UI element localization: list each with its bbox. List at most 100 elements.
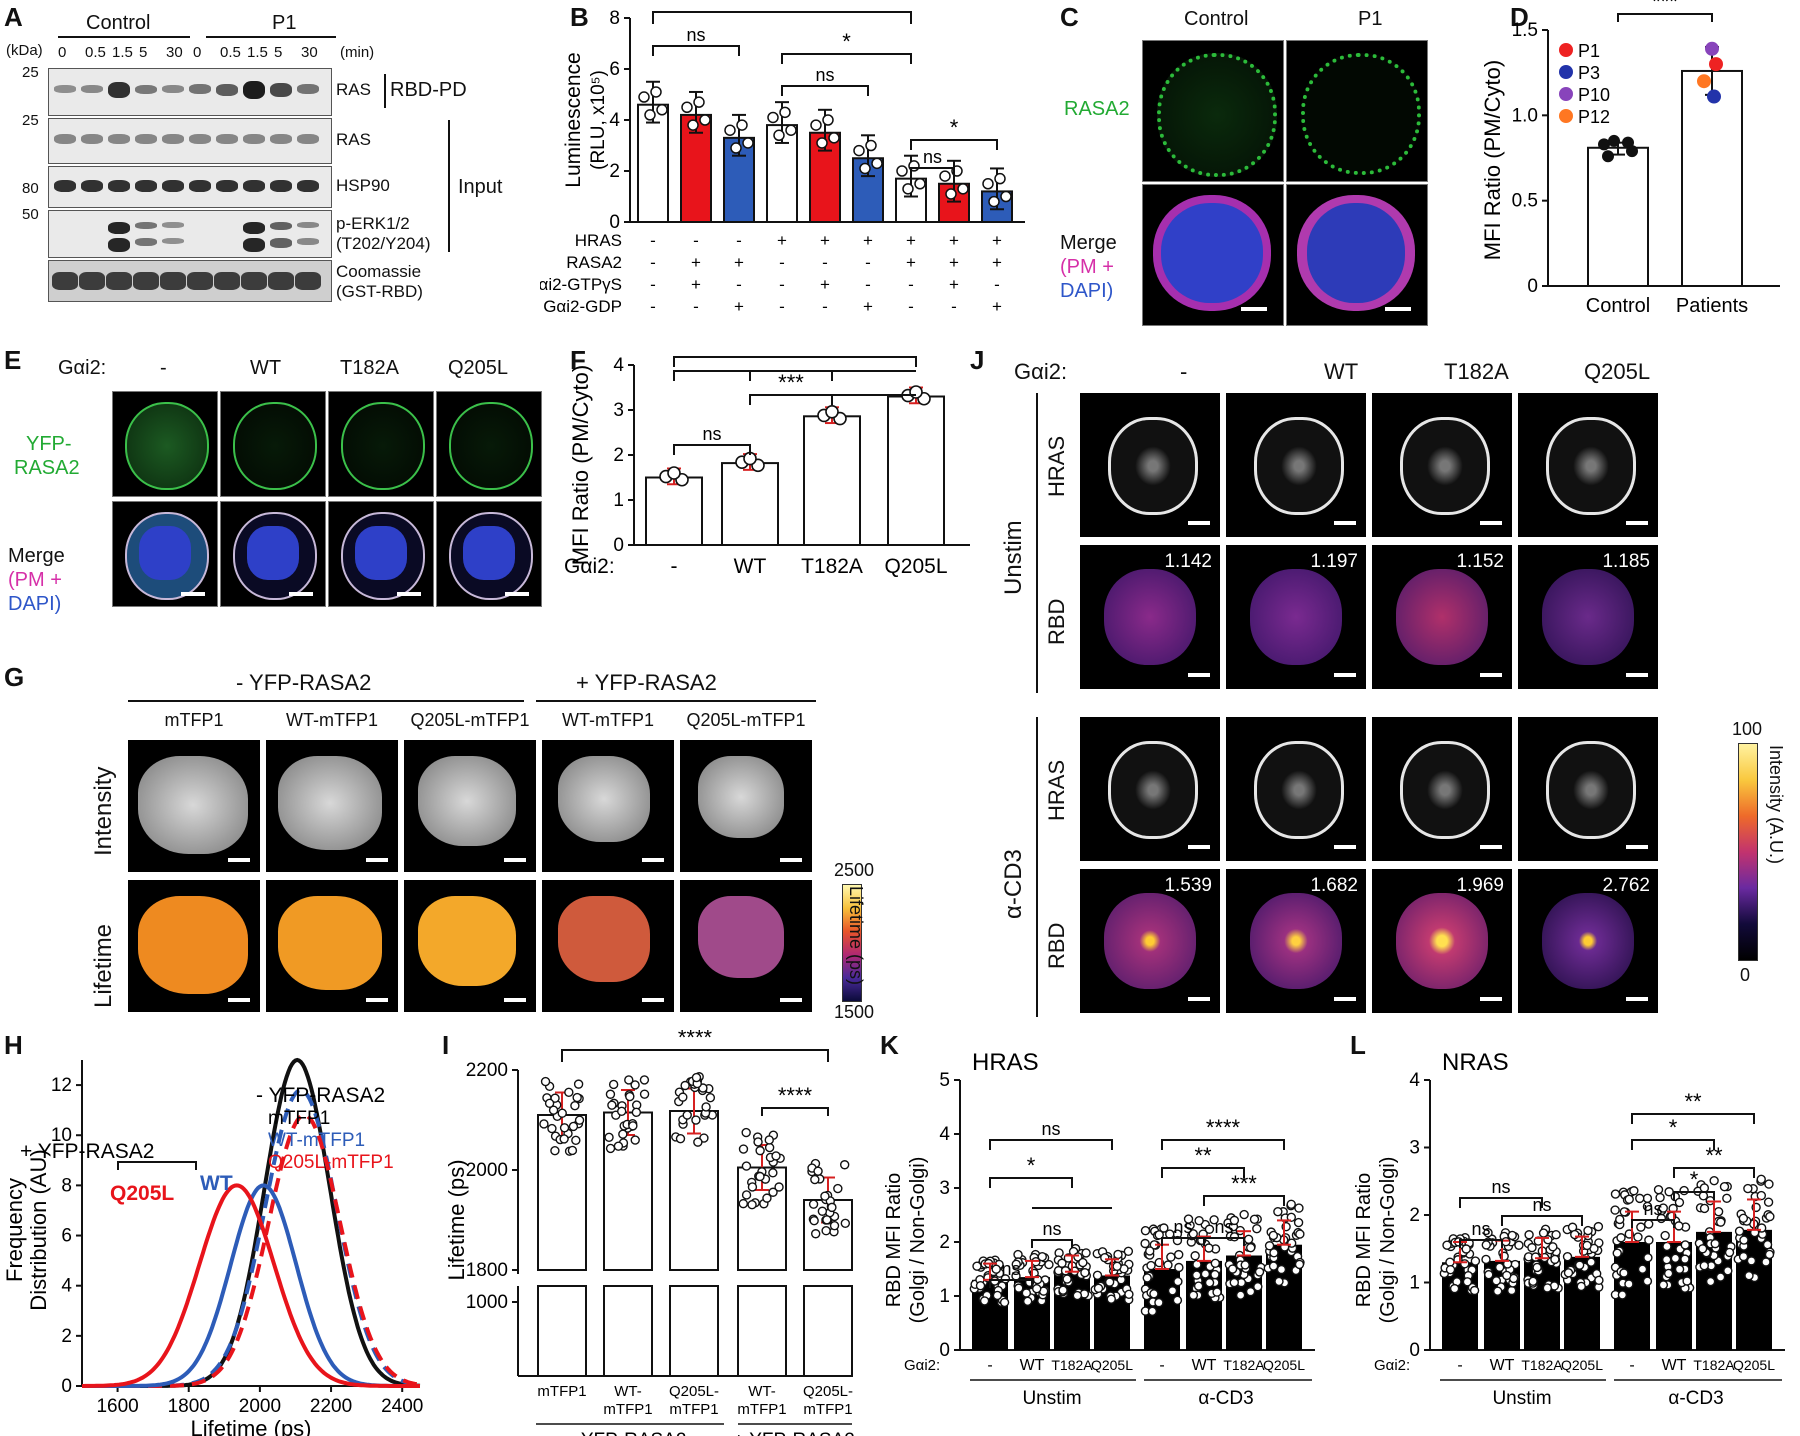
significance-label: * bbox=[842, 29, 851, 54]
data-point bbox=[1738, 1213, 1749, 1224]
significance-label: * bbox=[1690, 1167, 1699, 1192]
significance-bracket bbox=[781, 85, 869, 96]
x-tick-label: WT bbox=[734, 555, 767, 578]
data-point bbox=[1268, 1261, 1279, 1271]
y-tick-label: 8 bbox=[609, 8, 620, 29]
panel-label: E bbox=[4, 345, 22, 375]
significance-bracket bbox=[652, 11, 912, 24]
cbar-bottom: 0 bbox=[1740, 965, 1751, 985]
data-point bbox=[1743, 1183, 1753, 1194]
data-point bbox=[1293, 1217, 1304, 1228]
condition-value: - bbox=[822, 253, 828, 272]
data-point bbox=[1172, 1295, 1183, 1306]
time-label: 0 bbox=[193, 44, 202, 61]
data-point bbox=[1254, 1267, 1265, 1277]
y-tick-label: 6 bbox=[609, 59, 620, 80]
data-point bbox=[827, 1202, 837, 1213]
x-tick-label: WT bbox=[1490, 1357, 1515, 1374]
image-rbd: 1.152 bbox=[1372, 545, 1512, 689]
data-point bbox=[1000, 190, 1012, 203]
column-label: WT-mTFP1 bbox=[562, 710, 654, 730]
row-lifetime: Lifetime bbox=[90, 923, 117, 1008]
condition-value: + bbox=[949, 253, 959, 272]
data-point bbox=[1682, 1276, 1692, 1286]
cell bbox=[1400, 741, 1490, 839]
data-point bbox=[1697, 1244, 1708, 1254]
cell bbox=[278, 896, 382, 990]
data-point bbox=[1011, 1259, 1021, 1270]
data-point bbox=[1699, 1183, 1710, 1193]
scale-bar bbox=[1626, 673, 1648, 677]
band bbox=[162, 180, 184, 192]
y-tick-label: 10 bbox=[51, 1125, 72, 1146]
y-tick-label: 12 bbox=[51, 1075, 72, 1096]
data-point bbox=[990, 1276, 1000, 1286]
time-label: 30 bbox=[166, 44, 183, 61]
data-point bbox=[773, 129, 785, 142]
panel-label: K bbox=[880, 1030, 899, 1060]
image-lifetime bbox=[128, 880, 260, 1012]
series-line bbox=[82, 1183, 420, 1388]
x-tick-label: Q205L- bbox=[669, 1383, 719, 1400]
condition-value: - bbox=[908, 297, 914, 316]
data-point bbox=[1078, 1257, 1088, 1268]
image-rasa2 bbox=[328, 391, 434, 497]
data-point bbox=[1709, 1175, 1719, 1186]
ratio-value: 1.142 bbox=[1164, 551, 1212, 572]
data-point bbox=[1719, 1181, 1730, 1192]
data-point bbox=[736, 119, 748, 131]
condition-value: + bbox=[820, 231, 830, 250]
condition-value: - bbox=[779, 297, 785, 316]
data-point bbox=[1104, 1277, 1115, 1287]
data-point bbox=[1245, 1286, 1256, 1297]
significance-label: *** bbox=[1231, 1171, 1257, 1196]
image-p1-merge bbox=[1286, 184, 1428, 326]
significance-bracket bbox=[1161, 1139, 1285, 1150]
data-point bbox=[853, 144, 865, 157]
x-tick-label: - bbox=[987, 1357, 992, 1374]
data-point bbox=[820, 1191, 830, 1201]
data-point bbox=[1576, 1281, 1586, 1292]
panel-c: C Control P1 RASA2 Merge (PM + DAPI) bbox=[1060, 0, 1480, 340]
bracket-rbd-pd: RBD-PD bbox=[390, 79, 467, 101]
panel-label: I bbox=[442, 1030, 450, 1060]
data-point bbox=[570, 1100, 580, 1111]
panel-label: J bbox=[970, 345, 985, 375]
data-point bbox=[810, 119, 822, 131]
data-point bbox=[1112, 1261, 1122, 1272]
band bbox=[79, 272, 105, 290]
data-point bbox=[1624, 1279, 1634, 1289]
data-point bbox=[1154, 1297, 1164, 1308]
row-merge: Merge bbox=[8, 545, 65, 567]
image-lifetime bbox=[404, 880, 536, 1012]
data-point bbox=[1204, 1243, 1214, 1253]
image-rasa2 bbox=[220, 391, 326, 497]
condition-value: + bbox=[777, 231, 787, 250]
row-yfp: YFP- bbox=[26, 433, 72, 455]
data-point bbox=[1145, 1246, 1155, 1256]
x-tick-label: WT bbox=[1662, 1357, 1687, 1374]
data-point bbox=[1594, 1275, 1604, 1286]
row-dapi: DAPI) bbox=[8, 593, 62, 615]
data-point bbox=[1697, 74, 1711, 89]
data-point bbox=[1140, 1238, 1150, 1249]
image-lifetime bbox=[266, 880, 398, 1012]
band bbox=[106, 272, 132, 290]
condition-value: + bbox=[734, 253, 744, 272]
panel-d: D 0 0.5 1.0 1.5 MFI Ratio (PM/Cyto) Control Pa… bbox=[1450, 0, 1800, 350]
cell bbox=[1396, 569, 1488, 665]
scale-bar bbox=[504, 858, 526, 862]
band bbox=[135, 134, 157, 144]
band bbox=[270, 82, 292, 97]
condition-value: - bbox=[650, 231, 656, 250]
data-point bbox=[1491, 1276, 1502, 1286]
annotation: mTFP1 bbox=[268, 1108, 330, 1129]
data-point bbox=[1227, 1264, 1238, 1274]
condition-value: - bbox=[779, 275, 785, 294]
image-intensity bbox=[128, 740, 260, 872]
data-point bbox=[767, 111, 779, 124]
row-rasa2: RASA2 bbox=[14, 457, 80, 479]
data-point bbox=[559, 1123, 570, 1133]
condition-value: - bbox=[779, 253, 785, 272]
